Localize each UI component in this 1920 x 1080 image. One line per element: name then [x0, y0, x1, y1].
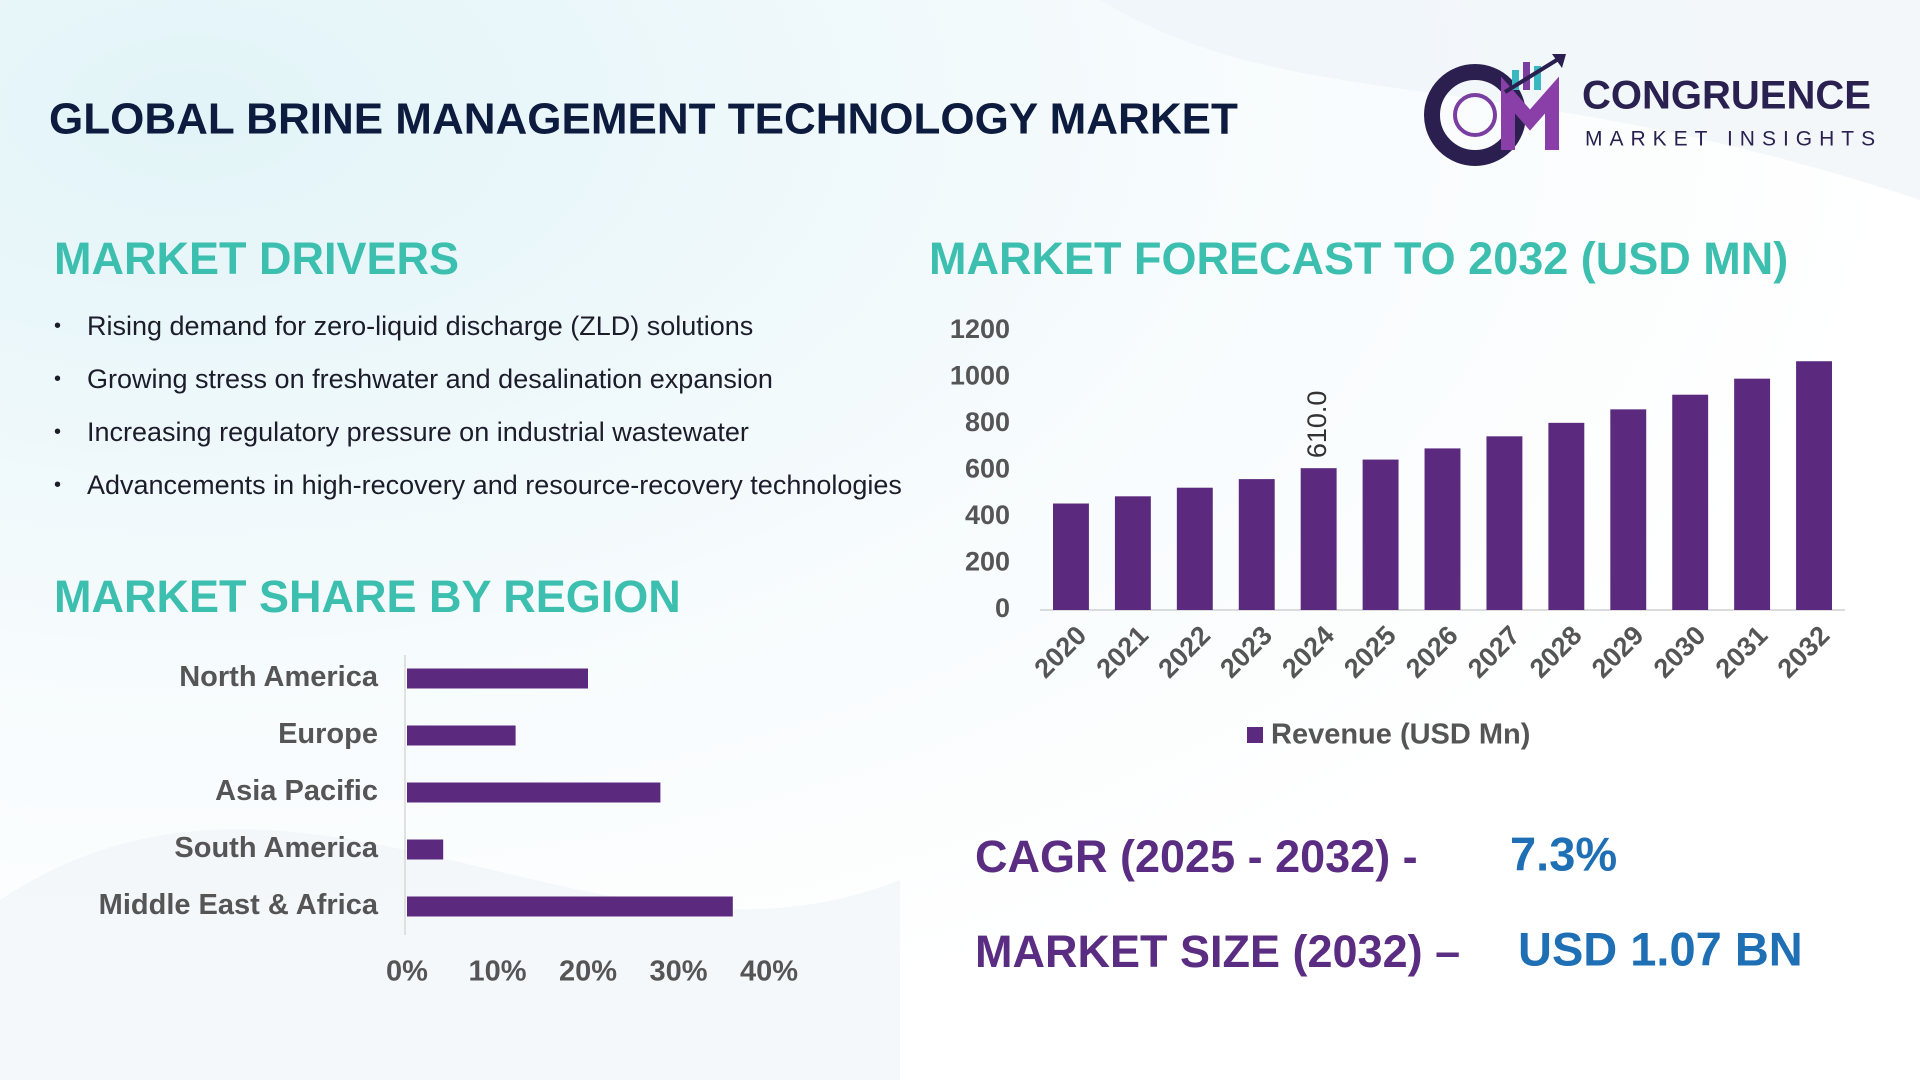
x-tick-label: 10%: [468, 956, 526, 988]
highlight-label: MARKET SIZE (2032) –: [975, 926, 1460, 977]
logo-name: CONGRUENCE: [1582, 74, 1871, 118]
x-tick-label: 40%: [740, 956, 798, 988]
bar: [407, 839, 444, 860]
bar: [407, 896, 733, 917]
bar: [1610, 409, 1647, 610]
highlight-value: USD 1.07 BN: [1518, 922, 1803, 975]
legend-label: Revenue (USD Mn): [1271, 719, 1530, 751]
bar: [1362, 459, 1399, 610]
y-tick-label: 1000: [950, 361, 1010, 391]
section-title: MARKET DRIVERS: [54, 233, 459, 284]
section-title: MARKET SHARE BY REGION: [54, 571, 681, 622]
y-tick-label: 600: [965, 454, 1010, 484]
decor-wave: [0, 829, 900, 1080]
x-tick-label: 30%: [649, 956, 707, 988]
y-tick-label: North America: [179, 661, 379, 693]
x-tick-label: 2031: [1710, 620, 1774, 684]
bar: [1300, 468, 1337, 610]
x-tick-label: 2022: [1152, 620, 1216, 684]
x-tick-label: 2030: [1648, 620, 1712, 684]
bar: [1548, 422, 1585, 610]
y-tick-label: 800: [965, 407, 1010, 437]
bar: [407, 782, 661, 803]
highlight-value: 7.3%: [1510, 827, 1617, 880]
data-label: 610.0: [1302, 391, 1332, 459]
bar: [1238, 479, 1275, 610]
y-tick-label: Asia Pacific: [215, 775, 378, 807]
y-tick-label: Europe: [278, 718, 378, 750]
x-tick-label: 0%: [386, 956, 428, 988]
driver-item: Growing stress on freshwater and desalin…: [54, 353, 904, 406]
x-tick-label: 2027: [1462, 620, 1526, 684]
section-title: MARKET FORECAST TO 2032 (USD MN): [929, 233, 1788, 284]
logo-mark: [1424, 54, 1566, 166]
x-tick-label: 2029: [1586, 620, 1650, 684]
bar: [1053, 503, 1089, 610]
y-tick-label: 1200: [950, 314, 1010, 344]
y-tick-label: Middle East & Africa: [99, 889, 379, 921]
bar: [1796, 361, 1832, 610]
legend-swatch: [1247, 727, 1263, 743]
driver-item: Advancements in high-recovery and resour…: [54, 459, 904, 512]
highlight-label: CAGR (2025 - 2032) -: [975, 831, 1418, 882]
drivers-list: Rising demand for zero-liquid discharge …: [54, 300, 904, 512]
bar: [407, 668, 588, 689]
x-tick-label: 2025: [1338, 620, 1402, 684]
x-tick-label: 2032: [1772, 620, 1836, 684]
x-tick-label: 2026: [1400, 620, 1464, 684]
x-tick-label: 2023: [1214, 620, 1278, 684]
x-tick-label: 20%: [559, 956, 617, 988]
x-tick-label: 2020: [1029, 620, 1093, 684]
bar: [407, 725, 516, 746]
bar: [1734, 378, 1771, 610]
y-tick-label: South America: [174, 832, 378, 864]
y-tick-label: 0: [995, 593, 1010, 623]
bar: [1486, 436, 1523, 610]
y-tick-label: 200: [965, 547, 1010, 577]
driver-item: Increasing regulatory pressure on indust…: [54, 406, 904, 459]
x-tick-label: 2024: [1276, 620, 1340, 684]
logo-tagline: MARKET INSIGHTS: [1585, 128, 1882, 151]
bar: [1672, 394, 1709, 610]
driver-item: Rising demand for zero-liquid discharge …: [54, 300, 904, 353]
bar: [1176, 487, 1213, 610]
x-tick-label: 2028: [1524, 620, 1588, 684]
bar: [1114, 496, 1151, 610]
y-tick-label: 400: [965, 500, 1010, 530]
page-title: GLOBAL BRINE MANAGEMENT TECHNOLOGY MARKE…: [49, 95, 1238, 144]
bar: [1424, 448, 1461, 610]
x-tick-label: 2021: [1090, 620, 1154, 684]
